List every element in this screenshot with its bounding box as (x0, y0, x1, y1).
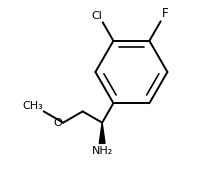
Text: F: F (162, 7, 168, 21)
Polygon shape (99, 123, 105, 143)
Text: CH₃: CH₃ (22, 101, 43, 111)
Text: O: O (53, 118, 62, 128)
Text: NH₂: NH₂ (92, 145, 113, 156)
Text: Cl: Cl (91, 11, 102, 21)
